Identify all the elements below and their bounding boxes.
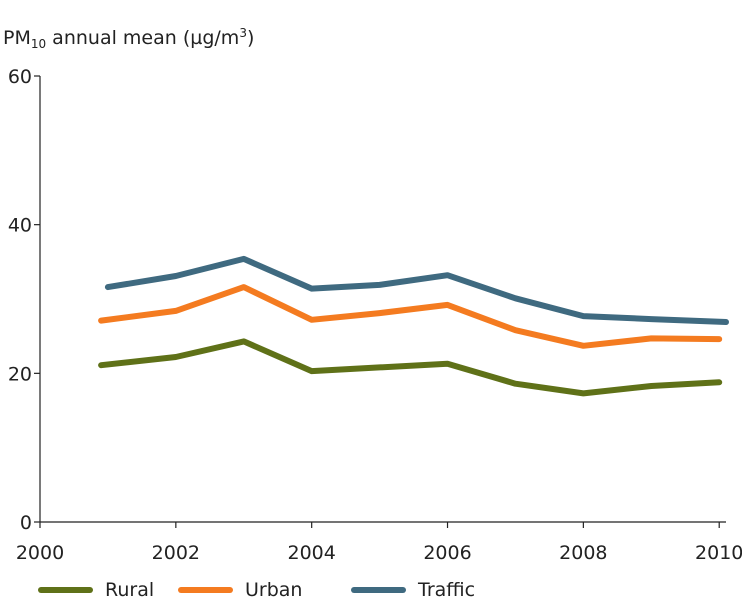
legend-swatch-traffic [351, 587, 406, 593]
legend-swatch-rural [38, 587, 93, 593]
x-tick-label: 2006 [423, 542, 471, 564]
legend-label-traffic: Traffic [418, 579, 476, 601]
x-tick-label: 2004 [288, 542, 336, 564]
y-tick-label: 0 [20, 512, 32, 534]
series-line-urban [98, 284, 723, 349]
y-axis-label: PM10 annual mean (µg/m3) [3, 26, 255, 51]
x-tick-label: 2008 [559, 542, 607, 564]
legend-swatch-urban [178, 587, 233, 593]
legend-item-rural: Rural [38, 579, 154, 601]
series-line-traffic [104, 255, 729, 325]
legend-item-urban: Urban [178, 579, 302, 601]
legend-label-rural: Rural [105, 579, 155, 601]
x-tick-label: 2010 [695, 542, 742, 564]
y-tick-label: 40 [8, 215, 32, 237]
y-tick-label: 60 [8, 66, 32, 88]
series-line-rural [98, 338, 723, 397]
legend-label-urban: Urban [245, 579, 303, 601]
y-tick-label: 20 [8, 363, 32, 385]
x-tick-label: 2002 [152, 542, 200, 564]
x-tick-label: 2000 [16, 542, 64, 564]
legend-item-traffic: Traffic [351, 579, 475, 601]
